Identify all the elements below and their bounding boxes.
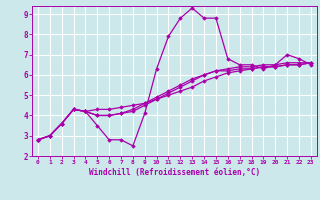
X-axis label: Windchill (Refroidissement éolien,°C): Windchill (Refroidissement éolien,°C) xyxy=(89,168,260,177)
